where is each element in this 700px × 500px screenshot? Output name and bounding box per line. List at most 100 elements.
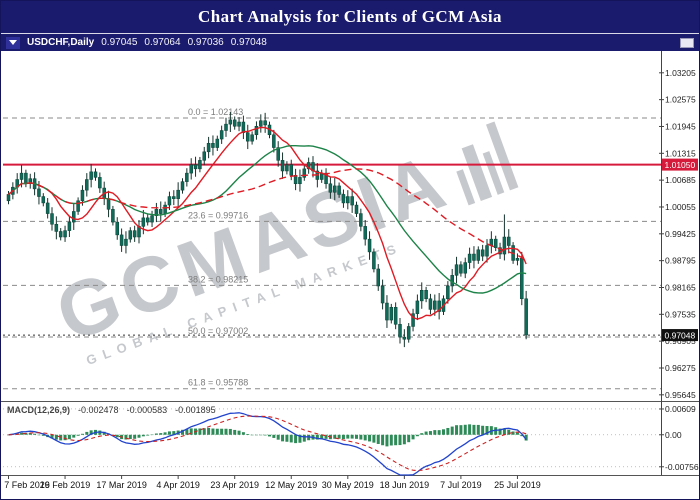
candle xyxy=(89,171,93,180)
candle xyxy=(415,300,420,314)
candle xyxy=(193,164,198,170)
candle xyxy=(232,119,237,127)
candle xyxy=(19,172,24,180)
chart-corner-button[interactable] xyxy=(680,37,694,48)
macd-tick-label: 0.00 xyxy=(665,430,682,440)
candle xyxy=(272,134,276,148)
date-tick-label: 17 Mar 2019 xyxy=(96,480,147,490)
candle xyxy=(302,168,307,178)
candle xyxy=(454,264,459,276)
price-tick-label: 1.03205 xyxy=(665,68,696,78)
candle xyxy=(119,234,124,246)
candle xyxy=(45,202,50,214)
candle xyxy=(459,264,463,274)
candle xyxy=(433,300,437,310)
candle xyxy=(476,249,481,261)
candle xyxy=(446,285,450,300)
ma-line-9 xyxy=(8,126,527,320)
candle xyxy=(154,209,159,216)
candle xyxy=(98,177,102,189)
date-tick-label: 12 May 2019 xyxy=(265,480,317,490)
fib-retracement: 0.0 = 1.02143 23.6 = 0.99716 38.2 = 0.9821… xyxy=(3,107,661,390)
price-tick-label: 1.00685 xyxy=(665,175,696,185)
candle xyxy=(67,221,72,231)
candle xyxy=(306,162,311,170)
quote-open: 0.97045 xyxy=(101,37,138,48)
price-tick-label: 0.95645 xyxy=(665,390,696,400)
svg-text:1.01050: 1.01050 xyxy=(665,160,696,170)
fib-label: 23.6 = 0.99716 xyxy=(188,210,248,220)
macd-histogram xyxy=(7,424,528,447)
candle xyxy=(493,238,498,248)
candle xyxy=(211,143,215,148)
candle xyxy=(259,120,263,127)
candle xyxy=(246,132,250,142)
candles-layer xyxy=(6,111,528,348)
candle xyxy=(6,194,11,202)
fib-label: 50.0 = 0.97002 xyxy=(188,326,248,336)
candle xyxy=(28,178,32,185)
candle xyxy=(37,188,41,197)
candle xyxy=(337,185,341,195)
macd-tick-label: -0.00756 xyxy=(665,462,699,472)
date-tick-label: 25 Jul 2019 xyxy=(494,480,541,490)
candle xyxy=(241,121,246,133)
candle xyxy=(215,138,220,148)
candle xyxy=(289,164,293,176)
candle xyxy=(93,171,98,178)
date-tick-label: 30 May 2019 xyxy=(322,480,374,490)
price-tick-label: 0.99425 xyxy=(665,229,696,239)
price-tick-label: 1.01315 xyxy=(665,148,696,158)
candle xyxy=(437,300,441,312)
candle xyxy=(80,189,85,202)
candle xyxy=(85,179,89,191)
candle xyxy=(367,238,372,253)
candle xyxy=(111,209,115,223)
current-price-tag xyxy=(662,329,698,342)
candle xyxy=(219,130,224,140)
chevron-down-icon xyxy=(9,40,17,45)
date-tick-label: 26 Feb 2019 xyxy=(40,480,91,490)
macd-indicator-label: MACD(12,26,9) -0.002478 -0.000583 -0.001… xyxy=(7,405,216,415)
candle xyxy=(106,198,111,210)
symbol-dropdown-button[interactable] xyxy=(6,36,20,49)
candle xyxy=(41,196,46,204)
date-tick-label: 7 Feb 2019 xyxy=(4,480,50,490)
candle xyxy=(480,249,485,257)
macd-tick-label: 0.00609 xyxy=(665,404,696,414)
candle xyxy=(58,231,63,238)
macd-name: MACD(12,26,9) xyxy=(7,405,71,415)
candle xyxy=(176,189,180,199)
candle xyxy=(524,298,528,336)
page-title: Chart Analysis for Clients of GCM Asia xyxy=(198,7,502,26)
candle xyxy=(385,302,389,321)
title-bar: Chart Analysis for Clients of GCM Asia xyxy=(1,1,699,33)
candle xyxy=(206,143,211,153)
candle xyxy=(502,236,507,255)
price-tick-label: 0.96275 xyxy=(665,363,696,373)
quote-low: 0.97036 xyxy=(187,37,224,48)
price-tick-label: 1.00055 xyxy=(665,202,696,212)
candle xyxy=(141,217,146,227)
candle xyxy=(376,268,380,287)
candle xyxy=(389,307,394,321)
quote-close: 0.97048 xyxy=(230,37,267,48)
macd-value-signal: -0.000583 xyxy=(126,405,168,415)
date-tick-label: 18 Jun 2019 xyxy=(380,480,430,490)
ma-line-26 xyxy=(8,144,527,294)
candle xyxy=(254,126,259,136)
candle xyxy=(128,230,133,240)
date-tick-label: 4 Apr 2019 xyxy=(156,480,200,490)
candle xyxy=(467,253,472,263)
candle xyxy=(132,230,137,238)
candle xyxy=(333,185,337,193)
price-chart[interactable]: 0.0 = 1.02143 23.6 = 0.99716 38.2 = 0.9821… xyxy=(1,51,699,499)
candle xyxy=(180,181,185,191)
price-tick-label: 0.98795 xyxy=(665,256,696,266)
candle xyxy=(463,262,467,274)
price-tick-label: 1.01945 xyxy=(665,121,696,131)
price-tick-label: 0.96905 xyxy=(665,336,696,346)
quote-high: 0.97064 xyxy=(144,37,181,48)
